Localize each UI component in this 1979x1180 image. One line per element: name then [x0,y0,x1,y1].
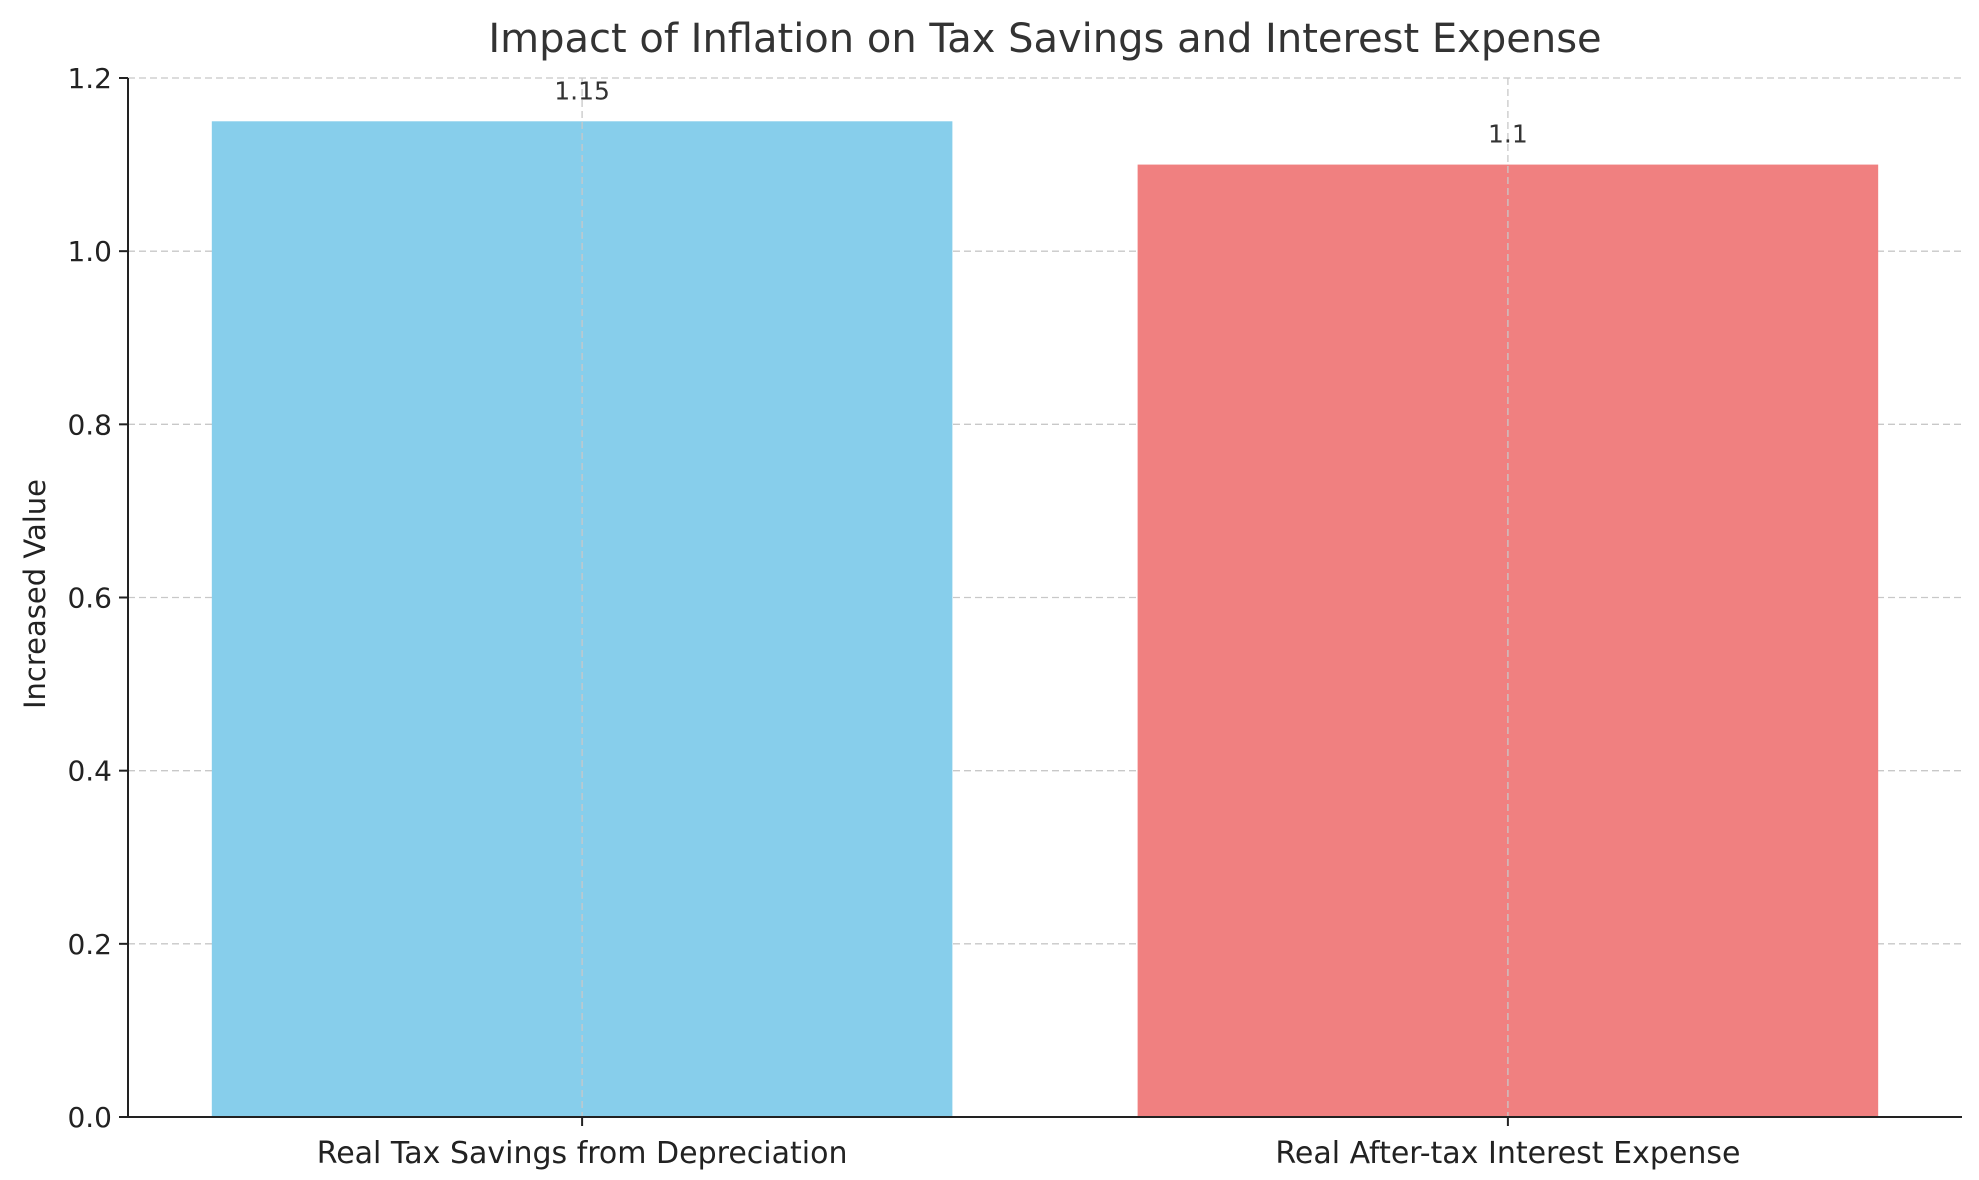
y-tick-label: 1.0 [67,235,112,268]
bars [211,121,1879,1118]
y-tick-label: 0.6 [67,582,112,615]
y-tick-label: 0.8 [67,408,112,441]
bar-value-label: 1.1 [1488,120,1528,149]
y-tick-label: 0.2 [67,928,112,961]
y-tick-label: 1.2 [67,62,112,95]
x-tick-label: Real After-tax Interest Expense [1275,1136,1740,1171]
x-tick-label: Real Tax Savings from Depreciation [317,1136,848,1171]
y-tick-label: 0.4 [67,755,112,788]
bar-value-label: 1.15 [554,76,610,105]
chart-title: Impact of Inflation on Tax Savings and I… [488,16,1601,62]
y-tick-label: 0.0 [67,1101,112,1134]
data-labels: 1.15 1.1 [554,76,1528,1117]
axes: 0.0 0.2 0.4 0.6 0.8 1.0 1.2 Real Tax Savings fr… [67,62,1962,1171]
y-axis-label: Increased Value [18,479,52,709]
